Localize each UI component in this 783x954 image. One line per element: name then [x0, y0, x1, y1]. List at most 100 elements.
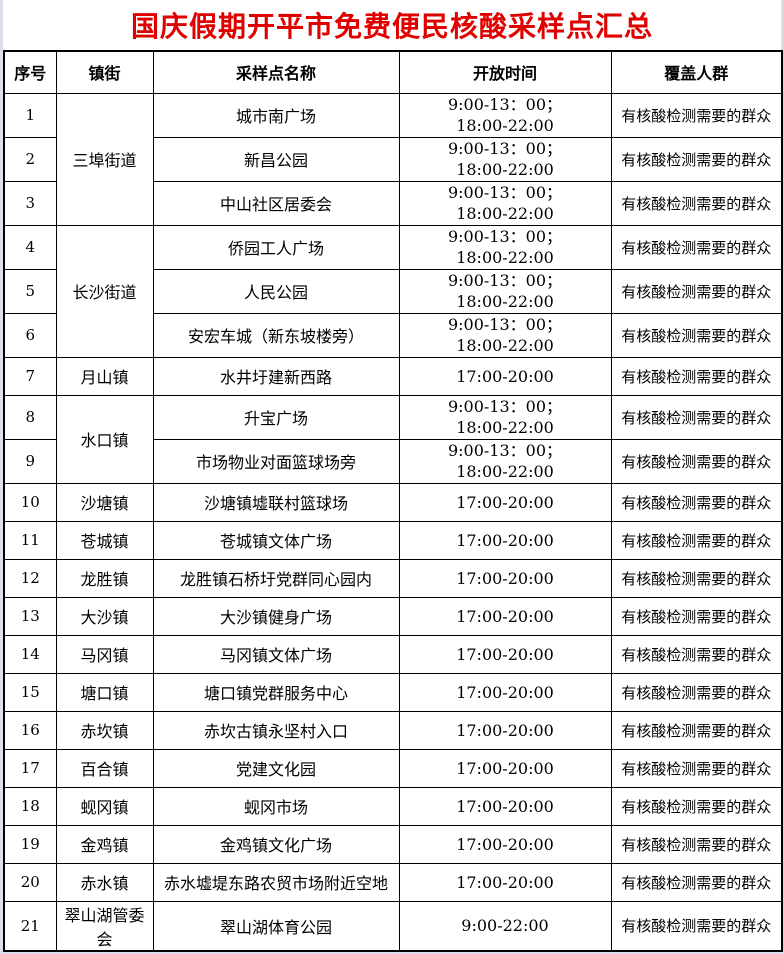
- cell-coverage: 有核酸检测需要的群众: [610, 520, 783, 560]
- table-row: 11 苍城镇 苍城镇文体广场 17:00-20:00 有核酸检测需要的群众: [3, 520, 783, 560]
- cell-open-time: 9:00-13：00； 18:00-22:00: [398, 438, 612, 484]
- open-time-line: 17:00-20:00: [456, 796, 554, 816]
- open-time-line: 18:00-22:00: [456, 336, 554, 355]
- cell-index: 6: [3, 312, 57, 358]
- cell-site-name: 城市南广场: [152, 92, 400, 138]
- cell-town: 百合镇: [55, 748, 154, 788]
- table-row: 7 月山镇 水井圩建新西路 17:00-20:00 有核酸检测需要的群众: [3, 356, 783, 396]
- cell-site-name: 市场物业对面篮球场旁: [152, 438, 400, 484]
- cell-open-time: 17:00-20:00: [398, 672, 612, 712]
- cell-coverage: 有核酸检测需要的群众: [610, 786, 783, 826]
- cell-coverage: 有核酸检测需要的群众: [610, 356, 783, 396]
- cell-index: 1: [3, 92, 57, 138]
- cell-site-name: 翠山湖体育公园: [152, 900, 400, 951]
- cell-coverage: 有核酸检测需要的群众: [610, 862, 783, 902]
- open-time-line: 17:00-20:00: [456, 682, 554, 702]
- open-time-line: 17:00-20:00: [456, 606, 554, 626]
- table-row: 5 人民公园 9:00-13：00； 18:00-22:00 有核酸检测需要的群众: [3, 268, 783, 314]
- cell-town: 金鸡镇: [55, 824, 154, 864]
- open-time-line: 9:00-13：00；: [447, 271, 563, 290]
- table-body: 1 三埠街道 城市南广场 9:00-13：00； 18:00-22:00 有核酸检测需要的…: [3, 92, 783, 951]
- cell-site-name: 塘口镇党群服务中心: [152, 672, 400, 712]
- column-header-time: 开放时间: [398, 50, 612, 94]
- cell-town: 龙胜镇: [55, 558, 154, 598]
- cell-index: 13: [3, 596, 57, 636]
- column-header-index: 序号: [3, 50, 57, 94]
- cell-town: 大沙镇: [55, 596, 154, 636]
- cell-open-time: 17:00-20:00: [398, 748, 612, 788]
- open-time-line: 17:00-20:00: [456, 530, 554, 550]
- cell-open-time: 9:00-13：00； 18:00-22:00: [398, 312, 612, 358]
- cell-coverage: 有核酸检测需要的群众: [610, 596, 783, 636]
- open-time-line: 18:00-22:00: [456, 204, 554, 223]
- cell-index: 4: [3, 224, 57, 270]
- cell-open-time: 9:00-13：00； 18:00-22:00: [398, 268, 612, 314]
- cell-town: 赤水镇: [55, 862, 154, 902]
- cell-coverage: 有核酸检测需要的群众: [610, 748, 783, 788]
- cell-site-name: 赤水墟堤东路农贸市场附近空地: [152, 862, 400, 902]
- cell-coverage: 有核酸检测需要的群众: [610, 312, 783, 358]
- cell-site-name: 人民公园: [152, 268, 400, 314]
- open-time-line: 17:00-20:00: [456, 758, 554, 778]
- open-time-line: 17:00-20:00: [456, 834, 554, 854]
- cell-site-name: 新昌公园: [152, 136, 400, 182]
- cell-index: 20: [3, 862, 57, 902]
- table-row: 9 市场物业对面篮球场旁 9:00-13：00； 18:00-22:00 有核酸检测需要…: [3, 438, 783, 484]
- open-time-line: 17:00-20:00: [456, 492, 554, 512]
- cell-site-name: 龙胜镇石桥圩党群同心园内: [152, 558, 400, 598]
- table-header-row: 序号 镇街 采样点名称 开放时间 覆盖人群: [3, 50, 783, 94]
- cell-town: 长沙街道: [55, 224, 154, 358]
- cell-coverage: 有核酸检测需要的群众: [610, 558, 783, 598]
- table-row: 1 三埠街道 城市南广场 9:00-13：00； 18:00-22:00 有核酸检测需要的…: [3, 92, 783, 226]
- cell-town: 塘口镇: [55, 672, 154, 712]
- cell-index: 10: [3, 482, 57, 522]
- table-row: 18 蚬冈镇 蚬冈市场 17:00-20:00 有核酸检测需要的群众: [3, 786, 783, 826]
- cell-open-time: 9:00-13：00； 18:00-22:00: [398, 92, 612, 138]
- cell-site-name: 党建文化园: [152, 748, 400, 788]
- cell-town: 水口镇: [55, 394, 154, 484]
- cell-town: 马冈镇: [55, 634, 154, 674]
- cell-open-time: 9:00-13：00； 18:00-22:00: [398, 180, 612, 226]
- cell-site-name: 水井圩建新西路: [152, 356, 400, 396]
- cell-open-time: 17:00-20:00: [398, 558, 612, 598]
- cell-site-name: 侨园工人广场: [152, 224, 400, 270]
- table-row: 21 翠山湖管委会 翠山湖体育公园 9:00-22:00 有核酸检测需要的群众: [3, 900, 783, 951]
- open-time-line: 18:00-22:00: [456, 248, 554, 267]
- table-row: 20 赤水镇 赤水墟堤东路农贸市场附近空地 17:00-20:00 有核酸检测需要的群众: [3, 862, 783, 902]
- cell-index: 14: [3, 634, 57, 674]
- cell-open-time: 9:00-13：00； 18:00-22:00: [398, 394, 612, 440]
- open-time-line: 17:00-20:00: [456, 872, 554, 892]
- cell-open-time: 17:00-20:00: [398, 356, 612, 396]
- cell-open-time: 17:00-20:00: [398, 596, 612, 636]
- cell-open-time: 9:00-13：00； 18:00-22:00: [398, 224, 612, 270]
- table-row: 2 新昌公园 9:00-13：00； 18:00-22:00 有核酸检测需要的群众: [3, 136, 783, 182]
- column-header-town: 镇街: [55, 50, 154, 94]
- cell-index: 9: [3, 438, 57, 484]
- cell-index: 16: [3, 710, 57, 750]
- cell-index: 2: [3, 136, 57, 182]
- cell-open-time: 9:00-13：00； 18:00-22:00: [398, 136, 612, 182]
- cell-site-name: 赤坎古镇永坚村入口: [152, 710, 400, 750]
- cell-index: 18: [3, 786, 57, 826]
- open-time-line: 9:00-13：00；: [447, 139, 563, 158]
- cell-index: 12: [3, 558, 57, 598]
- cell-index: 19: [3, 824, 57, 864]
- cell-town: 翠山湖管委会: [55, 900, 154, 951]
- cell-index: 15: [3, 672, 57, 712]
- cell-town: 沙塘镇: [55, 482, 154, 522]
- cell-coverage: 有核酸检测需要的群众: [610, 824, 783, 864]
- open-time-line: 9:00-13：00；: [447, 441, 563, 460]
- cell-coverage: 有核酸检测需要的群众: [610, 482, 783, 522]
- cell-coverage: 有核酸检测需要的群众: [610, 224, 783, 270]
- table-row: 10 沙塘镇 沙塘镇墟联村篮球场 17:00-20:00 有核酸检测需要的群众: [3, 482, 783, 522]
- open-time-line: 9:00-13：00；: [447, 397, 563, 416]
- table-row: 8 水口镇 升宝广场 9:00-13：00； 18:00-22:00 有核酸检测需要的群众: [3, 394, 783, 484]
- open-time-line: 17:00-20:00: [456, 568, 554, 588]
- cell-index: 8: [3, 394, 57, 440]
- cell-town: 苍城镇: [55, 520, 154, 560]
- open-time-line: 18:00-22:00: [456, 116, 554, 135]
- table-row: 13 大沙镇 大沙镇健身广场 17:00-20:00 有核酸检测需要的群众: [3, 596, 783, 636]
- cell-coverage: 有核酸检测需要的群众: [610, 268, 783, 314]
- column-header-coverage: 覆盖人群: [610, 50, 783, 94]
- table-row: 14 马冈镇 马冈镇文体广场 17:00-20:00 有核酸检测需要的群众: [3, 634, 783, 674]
